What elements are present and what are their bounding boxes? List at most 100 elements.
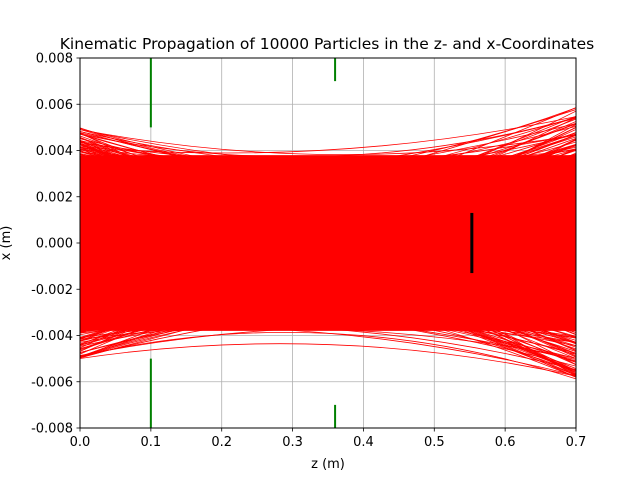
particle-trajectory bbox=[80, 143, 576, 271]
particle-trajectory bbox=[80, 273, 576, 308]
particle-trajectory bbox=[80, 253, 576, 274]
y-tick-label: -0.004 bbox=[31, 329, 73, 344]
y-tick-label: 0.000 bbox=[36, 237, 73, 252]
particle-trajectories bbox=[80, 107, 576, 380]
particle-trajectory bbox=[80, 129, 576, 155]
particle-trajectory bbox=[80, 289, 576, 298]
particle-trajectory bbox=[80, 179, 576, 233]
particle-trajectory bbox=[80, 146, 576, 195]
particle-trajectory bbox=[80, 182, 576, 200]
particle-trajectory bbox=[80, 324, 576, 370]
particle-trajectory bbox=[80, 194, 576, 267]
particle-trajectory bbox=[80, 107, 576, 301]
particle-trajectory bbox=[80, 175, 576, 208]
particle-trajectory bbox=[80, 196, 576, 320]
particle-trajectory bbox=[80, 174, 576, 281]
y-tick-label: 0.002 bbox=[36, 190, 73, 205]
y-tick-label: 0.008 bbox=[36, 52, 73, 67]
y-tick-label: 0.004 bbox=[36, 144, 73, 159]
particle-trajectory bbox=[80, 268, 576, 313]
particle-trajectory bbox=[80, 175, 576, 255]
particle-trajectory bbox=[80, 117, 576, 158]
particle-trajectory bbox=[80, 343, 576, 377]
particle-trajectory bbox=[80, 145, 576, 234]
particle-trajectory bbox=[80, 178, 576, 310]
particle-trajectory bbox=[80, 202, 576, 266]
particle-trajectory bbox=[80, 214, 576, 230]
particle-trajectory bbox=[80, 138, 576, 342]
particle-trajectory bbox=[80, 204, 576, 268]
particle-trajectory bbox=[80, 172, 576, 268]
particle-trajectory bbox=[80, 140, 576, 302]
particle-trajectory bbox=[80, 248, 576, 319]
particle-trajectory bbox=[80, 161, 576, 334]
particle-trajectory bbox=[80, 161, 576, 202]
particle-trajectory bbox=[80, 146, 576, 166]
particle-trajectory bbox=[80, 196, 576, 294]
particle-trajectory bbox=[80, 148, 576, 296]
y-axis-ticks: -0.008 -0.006 -0.004 -0.002 0.000 0.002 0.004 0… bbox=[31, 52, 80, 437]
x-axis-label: z (m) bbox=[311, 457, 345, 472]
particle-trajectory bbox=[80, 225, 576, 301]
particle-trajectory bbox=[80, 160, 576, 325]
x-tick-label: 0.6 bbox=[495, 435, 516, 450]
particle-trajectory bbox=[80, 144, 576, 223]
particle-trajectory bbox=[80, 244, 576, 269]
particle-trajectory bbox=[80, 244, 576, 369]
particle-trajectory bbox=[80, 270, 576, 334]
x-tick-label: 0.2 bbox=[211, 435, 232, 450]
particle-trajectory bbox=[80, 162, 576, 206]
particle-trajectory bbox=[80, 272, 576, 362]
particle-trajectory bbox=[80, 236, 576, 359]
particle-trajectory bbox=[80, 203, 576, 313]
particle-trajectory bbox=[80, 161, 576, 376]
particle-trajectory bbox=[80, 116, 576, 154]
particle-trajectory bbox=[80, 136, 576, 215]
particle-trajectory bbox=[80, 123, 576, 195]
x-tick-label: 0.5 bbox=[424, 435, 445, 450]
particle-trajectory bbox=[80, 132, 576, 233]
particle-trajectory bbox=[80, 146, 576, 261]
x-axis-ticks: 0.0 0.1 0.2 0.3 0.4 0.5 0.6 0.7 bbox=[70, 428, 587, 450]
x-tick-label: 0.1 bbox=[141, 435, 162, 450]
particle-trajectory bbox=[80, 296, 576, 342]
particle-trajectory bbox=[80, 175, 576, 214]
particle-trajectory bbox=[80, 311, 576, 347]
particle-trajectory bbox=[80, 134, 576, 208]
x-tick-label: 0.3 bbox=[282, 435, 303, 450]
y-tick-label: 0.006 bbox=[36, 98, 73, 113]
particle-trajectory bbox=[80, 133, 576, 170]
particle-trajectory bbox=[80, 291, 576, 338]
chart-title: Kinematic Propagation of 10000 Particles… bbox=[60, 35, 595, 53]
particle-trajectory bbox=[80, 188, 576, 333]
x-tick-label: 0.0 bbox=[70, 435, 91, 450]
particle-trajectory bbox=[80, 326, 576, 356]
particle-trajectory bbox=[80, 292, 576, 357]
particle-trajectory bbox=[80, 133, 576, 199]
particle-trajectory bbox=[80, 141, 576, 170]
particle-trajectory bbox=[80, 144, 576, 365]
particle-trajectory bbox=[80, 154, 576, 260]
particle-trajectory bbox=[80, 153, 576, 188]
particle-trajectory bbox=[80, 117, 576, 181]
particle-trajectory bbox=[80, 127, 576, 342]
particle-trajectory bbox=[80, 262, 576, 313]
beamline-elements bbox=[149, 58, 474, 428]
particle-trajectory bbox=[80, 240, 576, 318]
particle-trajectory bbox=[80, 248, 576, 323]
particle-trajectory bbox=[80, 218, 576, 378]
y-tick-label: -0.002 bbox=[31, 283, 73, 298]
x-tick-label: 0.4 bbox=[353, 435, 374, 450]
particle-trajectory bbox=[80, 295, 576, 360]
particle-trajectory bbox=[80, 226, 576, 304]
particle-trajectory bbox=[80, 315, 576, 333]
y-tick-label: -0.006 bbox=[31, 375, 73, 390]
x-tick-label: 0.7 bbox=[566, 435, 587, 450]
particle-trajectory bbox=[80, 291, 576, 353]
particle-trajectory bbox=[80, 116, 576, 223]
particle-trajectory bbox=[80, 122, 576, 190]
particle-trajectory bbox=[80, 144, 576, 261]
particle-trajectory bbox=[80, 209, 576, 318]
particle-trajectory bbox=[80, 211, 576, 221]
